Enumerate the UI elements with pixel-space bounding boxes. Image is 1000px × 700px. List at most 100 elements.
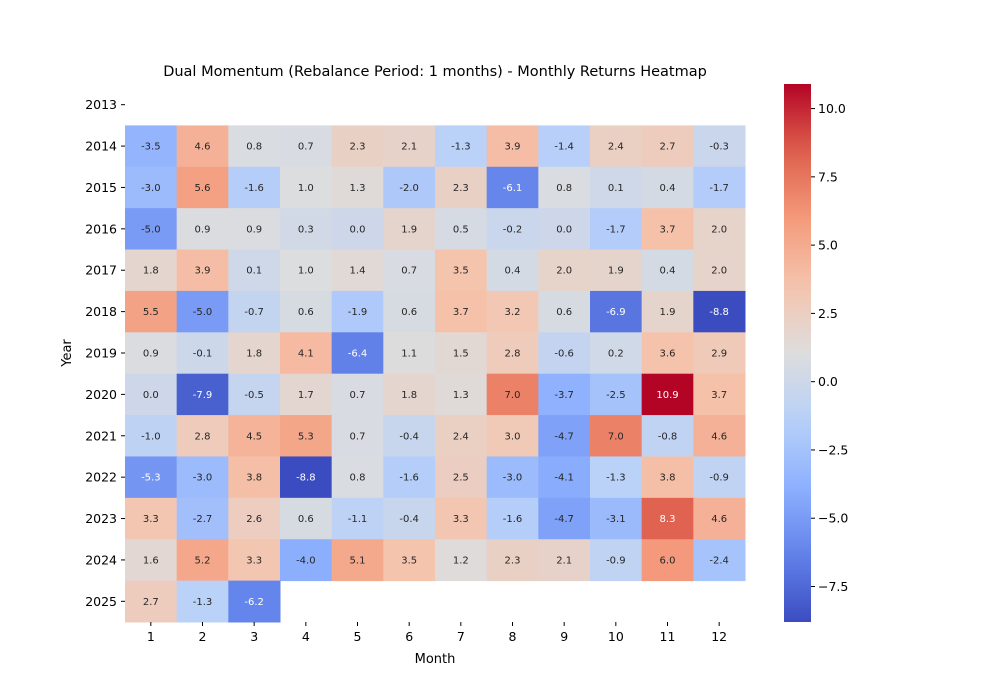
x-tick-label: 7 bbox=[457, 629, 465, 644]
heatmap-cell bbox=[435, 125, 488, 168]
cell-label: 3.9 bbox=[195, 266, 211, 277]
heatmap-cell bbox=[228, 290, 281, 333]
heatmap-cell bbox=[383, 539, 436, 582]
cell-label: -8.8 bbox=[296, 473, 316, 484]
cell-label: 0.2 bbox=[608, 349, 624, 360]
heatmap-cell bbox=[693, 373, 746, 416]
heatmap-cell bbox=[383, 497, 436, 540]
cell-label: 5.5 bbox=[143, 307, 159, 318]
cell-label: -4.1 bbox=[554, 473, 574, 484]
cell-label: 0.8 bbox=[556, 183, 572, 194]
heatmap-cell bbox=[435, 290, 488, 333]
heatmap-cell bbox=[538, 166, 591, 209]
y-tick-label: 2023 bbox=[85, 511, 117, 526]
heatmap-cell bbox=[228, 166, 281, 209]
cell-label: 2.1 bbox=[401, 142, 417, 153]
cell-label: -2.4 bbox=[709, 555, 729, 566]
heatmap-cell bbox=[228, 539, 281, 582]
cell-label: -1.0 bbox=[141, 431, 161, 442]
cell-label: -6.9 bbox=[606, 307, 626, 318]
cell-label: 7.0 bbox=[608, 431, 624, 442]
heatmap-cell bbox=[383, 290, 436, 333]
cell-label: 3.8 bbox=[246, 473, 262, 484]
x-tick-label: 10 bbox=[608, 629, 624, 644]
heatmap-cell bbox=[280, 166, 333, 209]
colorbar-tick-label: 5.0 bbox=[818, 238, 838, 253]
heatmap-cell bbox=[383, 332, 436, 375]
cell-label: 1.4 bbox=[350, 266, 366, 277]
cell-label: 1.1 bbox=[401, 349, 417, 360]
cell-label: 3.7 bbox=[711, 390, 727, 401]
heatmap-cell bbox=[538, 290, 591, 333]
cell-label: -5.3 bbox=[141, 473, 161, 484]
cell-label: -6.2 bbox=[244, 597, 264, 608]
heatmap-cell bbox=[435, 332, 488, 375]
colorbar-tick-label: −5.0 bbox=[818, 511, 848, 526]
heatmap-cell bbox=[590, 208, 643, 251]
heatmap-cell bbox=[125, 208, 178, 251]
heatmap-cell bbox=[280, 456, 333, 499]
x-tick-label: 9 bbox=[560, 629, 568, 644]
cell-label: 1.9 bbox=[660, 307, 676, 318]
heatmap-cell bbox=[641, 208, 694, 251]
heatmap-cell bbox=[590, 497, 643, 540]
cell-label: -5.0 bbox=[193, 307, 213, 318]
cell-label: -1.9 bbox=[348, 307, 368, 318]
heatmap-cell bbox=[176, 249, 229, 292]
heatmap-cell bbox=[590, 290, 643, 333]
cell-label: 0.0 bbox=[143, 390, 159, 401]
colorbar-tick-label: 0.0 bbox=[818, 374, 838, 389]
heatmap-cell bbox=[331, 166, 384, 209]
heatmap-cell bbox=[228, 415, 281, 457]
heatmap-cell bbox=[435, 249, 488, 292]
heatmap-cell bbox=[125, 456, 178, 499]
cell-label: -0.1 bbox=[193, 349, 213, 360]
cell-label: -0.4 bbox=[399, 431, 419, 442]
cell-label: -2.0 bbox=[399, 183, 419, 194]
heatmap-cell bbox=[331, 249, 384, 292]
heatmap-cell bbox=[176, 580, 229, 623]
heatmap-cell bbox=[486, 497, 539, 540]
cell-label: 5.3 bbox=[298, 431, 314, 442]
cell-label: -5.0 bbox=[141, 224, 161, 235]
heatmap-cell bbox=[590, 456, 643, 499]
heatmap-cell bbox=[641, 415, 694, 457]
cell-label: 0.4 bbox=[505, 266, 521, 277]
cell-label: -0.6 bbox=[554, 349, 574, 360]
y-tick-label: 2021 bbox=[85, 428, 117, 443]
cell-label: 5.2 bbox=[195, 555, 211, 566]
heatmap-cell bbox=[538, 539, 591, 582]
heatmap-cell bbox=[693, 497, 746, 540]
heatmap-cell bbox=[590, 332, 643, 375]
cell-label: 0.6 bbox=[556, 307, 572, 318]
y-tick-label: 2017 bbox=[85, 263, 117, 278]
cell-label: -6.1 bbox=[503, 183, 523, 194]
cell-label: 0.4 bbox=[660, 266, 676, 277]
cell-label: 2.0 bbox=[711, 224, 727, 235]
cell-label: 2.6 bbox=[246, 514, 262, 525]
heatmap-cell bbox=[435, 166, 488, 209]
cell-label: 1.6 bbox=[143, 555, 159, 566]
x-tick-label: 8 bbox=[509, 629, 517, 644]
heatmap-cell bbox=[331, 332, 384, 375]
cell-label: 2.0 bbox=[711, 266, 727, 277]
heatmap-cell bbox=[538, 456, 591, 499]
heatmap-cell bbox=[331, 373, 384, 416]
heatmap-cell bbox=[228, 332, 281, 375]
heatmap-cell bbox=[331, 290, 384, 333]
cell-label: 1.9 bbox=[401, 224, 417, 235]
heatmap-cell bbox=[228, 125, 281, 168]
heatmap-cell bbox=[590, 415, 643, 457]
cell-label: 0.9 bbox=[143, 349, 159, 360]
y-tick-label: 2024 bbox=[85, 552, 117, 567]
cell-label: -2.5 bbox=[606, 390, 626, 401]
cell-label: 0.6 bbox=[298, 307, 314, 318]
heatmap-cell bbox=[693, 415, 746, 457]
heatmap-cell bbox=[228, 580, 281, 623]
heatmap-cell bbox=[486, 415, 539, 457]
cell-label: 1.2 bbox=[453, 555, 469, 566]
heatmap-cell bbox=[693, 290, 746, 333]
cell-label: 2.3 bbox=[453, 183, 469, 194]
heatmap-cell bbox=[176, 125, 229, 168]
cell-label: 3.3 bbox=[143, 514, 159, 525]
